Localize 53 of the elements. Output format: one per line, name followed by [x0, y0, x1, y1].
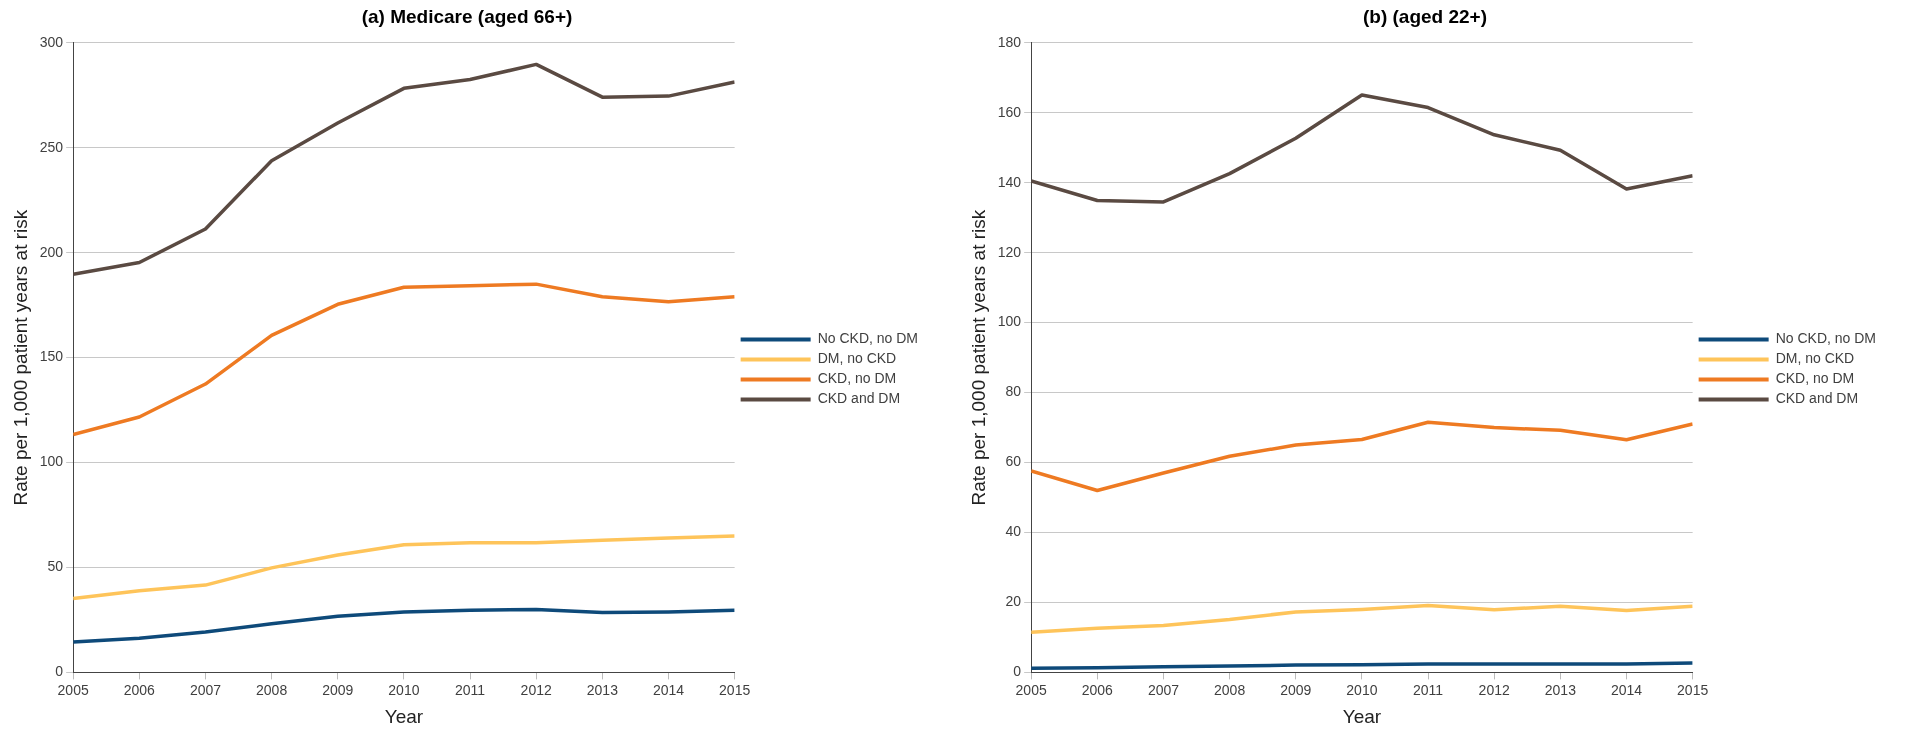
legend-label: CKD and DM	[817, 390, 901, 407]
y-axis-title: Rate per 1,000 patient years at risk	[967, 209, 989, 506]
x-tick-label: 2010	[1346, 681, 1378, 698]
x-axis-title: Year	[384, 705, 424, 727]
y-tick-label: 0	[1013, 663, 1022, 680]
y-axis-title: Rate per 1,000 patient years at risk	[9, 209, 31, 506]
y-tick-label: 250	[39, 138, 64, 155]
y-tick-label: 200	[39, 243, 64, 260]
y-tick-label: 140	[997, 173, 1022, 190]
x-tick-label: 2006	[123, 681, 156, 698]
x-tick-label: 2015	[1677, 681, 1709, 698]
x-tick-label: 2010	[388, 681, 420, 698]
x-tick-label: 2015	[719, 681, 751, 698]
y-tick-label: 60	[1005, 453, 1022, 470]
y-tick-label: 100	[39, 453, 64, 470]
legend-label: DM, no CKD	[1775, 350, 1855, 367]
y-tick-label: 80	[1005, 383, 1022, 400]
legend-label: No CKD, no DM	[817, 330, 918, 347]
y-tick-label: 40	[1005, 523, 1022, 540]
x-tick-label: 2006	[1081, 681, 1114, 698]
y-tick-label: 0	[55, 663, 64, 680]
y-tick-label: 160	[997, 103, 1022, 120]
chart-title: (b) (aged 22+)	[1362, 5, 1488, 27]
x-tick-label: 2009	[1280, 681, 1312, 698]
y-tick-label: 300	[39, 33, 64, 50]
x-tick-label: 2008	[256, 681, 288, 698]
x-tick-label: 2013	[1544, 681, 1577, 698]
legend-label: DM, no CKD	[817, 350, 897, 367]
legend-label: CKD, no DM	[1775, 370, 1855, 387]
x-tick-label: 2005	[1015, 681, 1047, 698]
legend-label: CKD and DM	[1775, 390, 1859, 407]
x-tick-label: 2012	[520, 681, 552, 698]
x-tick-label: 2007	[189, 681, 222, 698]
y-tick-label: 20	[1005, 593, 1022, 610]
x-tick-label: 2005	[57, 681, 89, 698]
x-tick-label: 2011	[1412, 681, 1444, 698]
y-tick-label: 100	[997, 313, 1022, 330]
y-tick-label: 150	[39, 348, 64, 365]
y-tick-label: 120	[997, 243, 1022, 260]
x-tick-label: 2009	[322, 681, 354, 698]
x-tick-label: 2013	[586, 681, 619, 698]
x-axis-title: Year	[1342, 705, 1382, 727]
chart-title: (a) Medicare (aged 66+)	[361, 5, 573, 27]
x-tick-label: 2008	[1214, 681, 1246, 698]
x-tick-label: 2014	[1610, 681, 1643, 698]
x-tick-label: 2011	[454, 681, 486, 698]
legend-label: No CKD, no DM	[1775, 330, 1876, 347]
y-tick-label: 180	[997, 33, 1022, 50]
x-tick-label: 2014	[652, 681, 685, 698]
x-tick-label: 2012	[1478, 681, 1510, 698]
x-tick-label: 2007	[1147, 681, 1180, 698]
legend-label: CKD, no DM	[817, 370, 897, 387]
y-tick-label: 50	[47, 558, 64, 575]
